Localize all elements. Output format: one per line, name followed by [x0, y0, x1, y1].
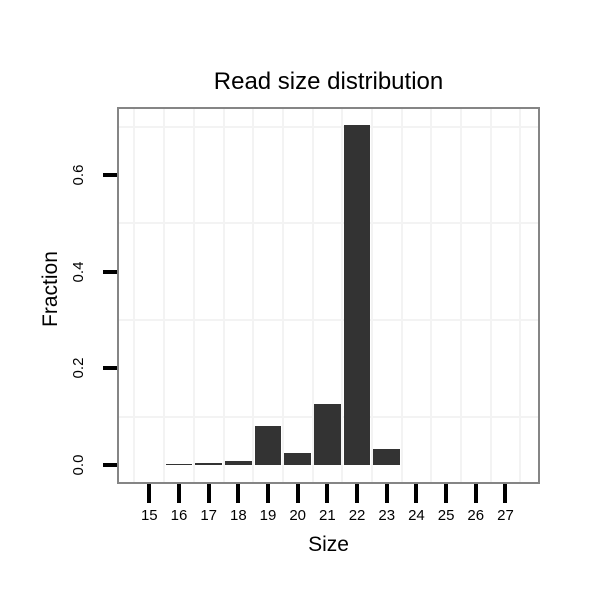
bar-size-16: [165, 463, 193, 465]
x-tick-mark: [503, 484, 508, 503]
minor-gridline-vertical: [519, 109, 522, 482]
y-tick-label: 0.4: [70, 261, 87, 283]
x-tick-label: 23: [378, 507, 396, 524]
x-axis-title: Size: [308, 533, 349, 556]
x-tick-label: 25: [437, 507, 455, 524]
bar-size-18: [224, 460, 252, 465]
x-tick-mark: [295, 484, 300, 503]
x-tick-mark: [473, 484, 478, 503]
y-tick-mark: [103, 366, 117, 371]
x-tick-mark: [384, 484, 389, 503]
x-tick-label: 22: [348, 507, 366, 524]
y-tick-mark: [103, 269, 117, 274]
minor-gridline-vertical: [192, 109, 195, 482]
minor-gridline-vertical: [489, 109, 492, 482]
bar-size-22: [343, 124, 371, 465]
minor-gridline-vertical: [341, 109, 344, 482]
y-tick-label: 0.0: [70, 454, 87, 476]
y-tick-mark: [103, 173, 117, 178]
minor-gridline-vertical: [430, 109, 433, 482]
minor-gridline-vertical: [281, 109, 284, 482]
y-tick-mark: [103, 463, 117, 467]
minor-gridline-vertical: [400, 109, 403, 482]
minor-gridline-vertical: [133, 109, 136, 482]
x-tick-label: 19: [259, 507, 277, 524]
x-tick-label: 18: [229, 507, 247, 524]
minor-gridline-horizontal: [119, 125, 538, 128]
minor-gridline-vertical: [311, 109, 314, 482]
minor-gridline-vertical: [222, 109, 225, 482]
x-tick-label: 16: [170, 507, 188, 524]
y-tick-label: 0.2: [70, 357, 87, 379]
plot-panel: [117, 107, 540, 484]
minor-gridline-vertical: [252, 109, 255, 482]
bar-size-23: [373, 448, 401, 465]
bar-size-20: [284, 452, 312, 465]
x-tick-label: 15: [140, 507, 158, 524]
x-tick-mark: [355, 484, 360, 503]
y-tick-label: 0.6: [70, 164, 87, 186]
x-tick-mark: [325, 484, 330, 503]
bar-size-17: [195, 462, 222, 465]
x-tick-mark: [206, 484, 211, 503]
x-tick-mark: [236, 484, 241, 503]
minor-gridline-horizontal: [119, 319, 538, 321]
x-tick-label: 24: [408, 507, 425, 524]
x-tick-mark: [444, 484, 449, 503]
chart-title: Read size distribution: [213, 68, 444, 95]
x-tick-mark: [414, 484, 419, 503]
minor-gridline-vertical: [370, 109, 373, 482]
x-tick-label: 26: [467, 507, 485, 524]
x-tick-label: 21: [319, 507, 336, 524]
x-tick-label: 20: [289, 507, 307, 524]
minor-gridline-vertical: [163, 109, 166, 482]
bar-size-21: [314, 404, 341, 465]
x-tick-mark: [266, 484, 271, 503]
minor-gridline-horizontal: [119, 222, 538, 225]
y-axis-title: Fraction: [39, 251, 62, 327]
minor-gridline-vertical: [459, 109, 462, 482]
x-tick-mark: [147, 484, 152, 503]
x-tick-mark: [176, 484, 181, 503]
bar-size-19: [254, 425, 282, 465]
x-tick-label: 27: [497, 507, 514, 524]
x-tick-label: 17: [200, 507, 217, 524]
